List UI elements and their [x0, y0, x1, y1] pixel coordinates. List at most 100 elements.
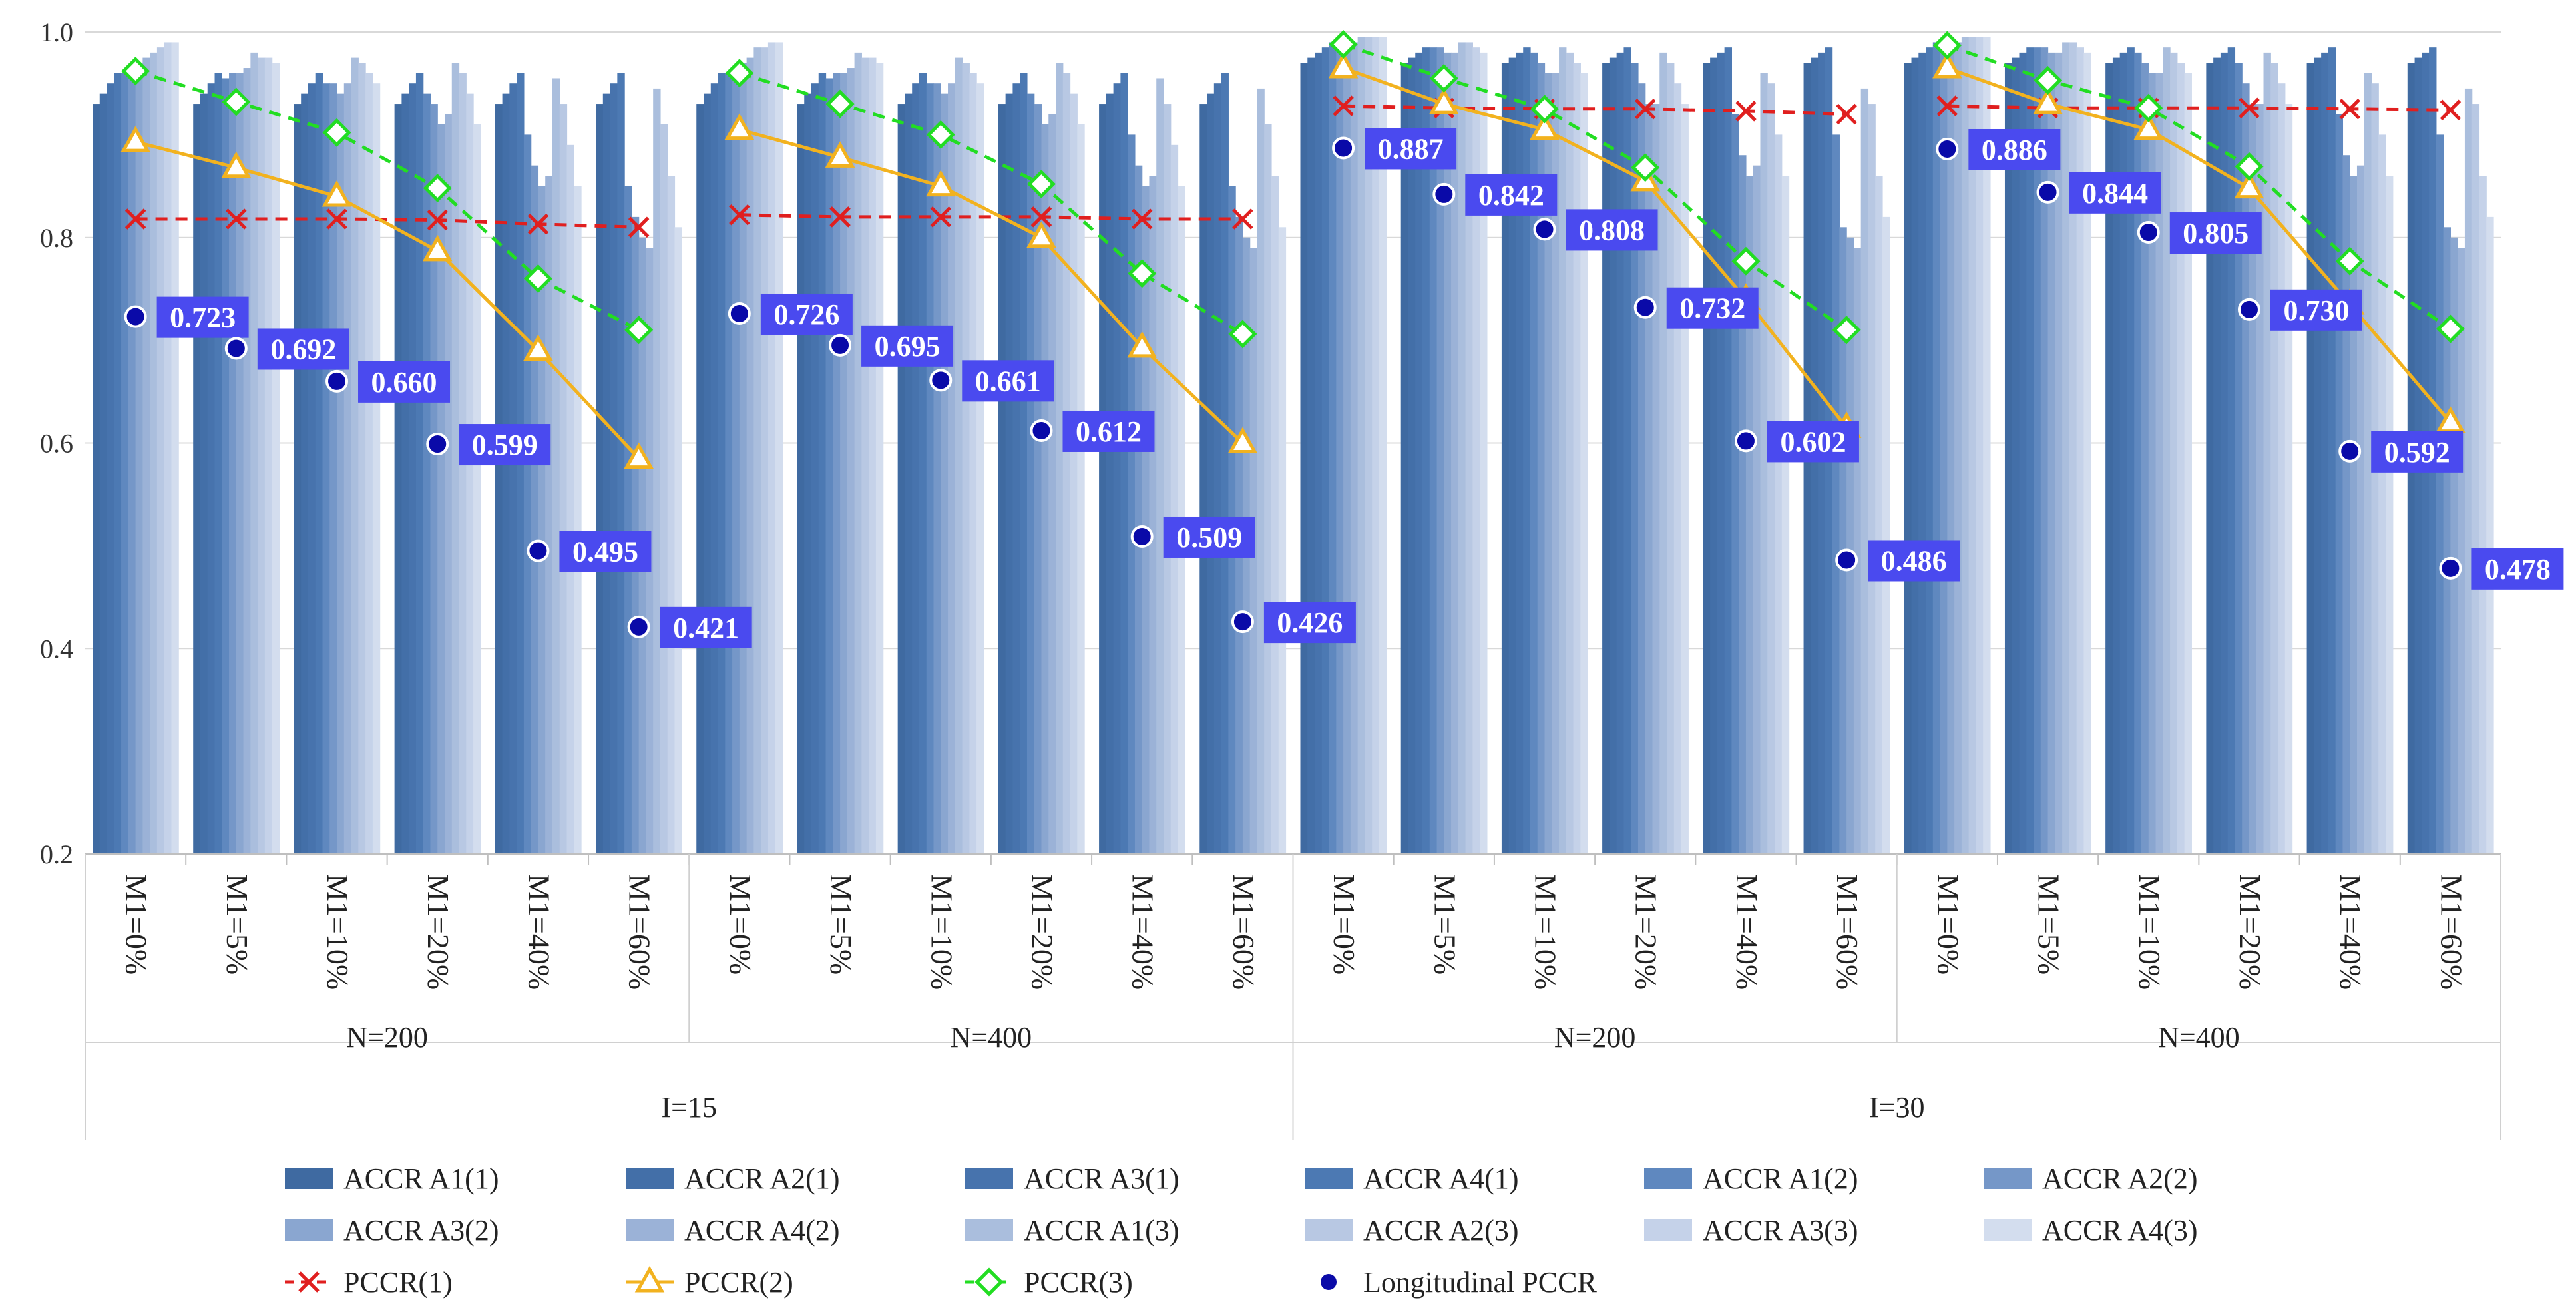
marker-PCCR(3): [1128, 259, 1157, 288]
bar-ACCR A2(1): [704, 93, 712, 854]
marker-PCCR(2): [2436, 406, 2466, 433]
marker-PCCR(3): [825, 89, 855, 118]
marker-PCCR(1)-stroke: [1333, 95, 1354, 116]
line-layer: [120, 29, 2466, 469]
axis-layer: 0.2 0.4 0.6 0.8 1.0 M1=0% M1=5% M1=10% M1=20% M1=…: [40, 17, 2501, 1140]
bar-ACCR A3(1): [2220, 52, 2229, 854]
marker-PCCR(3): [2134, 93, 2163, 122]
bar-ACCR A2(1): [200, 93, 208, 854]
bar-ACCR A4(1): [214, 73, 222, 854]
data-label: 0.612: [1076, 415, 1142, 448]
marker-PCCR(2): [422, 234, 453, 262]
longitudinal-point: [527, 539, 550, 562]
bar-ACCR A1(2): [523, 134, 532, 854]
category-label: M1=5%: [220, 874, 254, 975]
bar-ACCR A4(1): [818, 73, 827, 854]
bar-ACCR A2(3): [358, 63, 366, 854]
marker-PCCR(2): [1530, 113, 1560, 140]
bar-ACCR A1(3): [1961, 37, 1970, 854]
data-label: 0.421: [673, 612, 739, 644]
category-label: M1=60%: [623, 874, 657, 990]
data-label-box: [1263, 602, 1356, 644]
series-line-PCCR(1): [1343, 104, 1847, 116]
bar-ACCR A2(3): [1868, 104, 1876, 854]
bar-ACCR A1(3): [2364, 73, 2372, 854]
bar-ACCR A2(2): [229, 73, 237, 854]
bar-ACCR A1(3): [2464, 88, 2473, 854]
bar-ACCR A2(2): [329, 83, 337, 854]
series-line-PCCR(3): [1343, 43, 1848, 331]
longitudinal-point: [2338, 439, 2362, 463]
bar-ACCR A2(2): [1336, 42, 1344, 854]
marker-PCCR(1): [1735, 101, 1757, 122]
category-label: M1=20%: [1629, 874, 1663, 990]
data-label: 0.486: [1881, 545, 1947, 577]
bar-ACCR A4(2): [2256, 104, 2264, 854]
bar-ACCR A1(1): [1501, 63, 1510, 854]
legend-label: ACCR A2(2): [2042, 1162, 2197, 1195]
longitudinal-point: [1633, 296, 1657, 319]
bar-ACCR A3(2): [1343, 42, 1351, 854]
bar-ACCR A4(3): [2083, 52, 2091, 854]
longitudinal-point: [124, 305, 147, 328]
bar-ACCR A1(3): [854, 52, 862, 854]
bar-ACCR A2(3): [1062, 73, 1071, 854]
bar-ACCR A4(2): [746, 57, 754, 854]
bar-ACCR A3(1): [1012, 83, 1020, 854]
bar-ACCR A2(1): [905, 93, 913, 854]
bar-ACCR A3(2): [739, 63, 748, 854]
y-tick-label: 1.0: [40, 17, 73, 47]
bar-ACCR A2(2): [531, 165, 539, 854]
bar-ACCR A2(1): [1609, 57, 1617, 854]
marker-PCCR(1): [729, 204, 750, 226]
marker-PCCR(1): [527, 213, 549, 235]
marker-PCCR(2): [825, 141, 855, 168]
data-label: 0.887: [1378, 132, 1444, 165]
y-tick-label: 0.4: [40, 634, 73, 664]
bar-ACCR A1(3): [1659, 52, 1667, 854]
bar-ACCR A2(2): [1034, 104, 1042, 854]
legend-swatch-ACCR A1(3): [965, 1219, 1013, 1241]
marker-PCCR(2): [1227, 427, 1258, 453]
marker-PCCR(1): [1333, 95, 1354, 116]
marker-PCCR(2): [2133, 113, 2164, 140]
bar-ACCR A3(3): [365, 73, 373, 854]
legend-swatch-ACCR A2(3): [1305, 1219, 1353, 1241]
data-label: 0.660: [371, 366, 437, 399]
bar-ACCR A3(1): [2019, 52, 2027, 854]
bar-ACCR A3(1): [308, 83, 316, 854]
bar-ACCR A4(3): [875, 63, 884, 854]
bar-ACCR A4(1): [1221, 73, 1229, 854]
bar-ACCR A4(3): [2386, 176, 2394, 854]
marker-PCCR(2): [724, 113, 755, 140]
bar-ACCR A2(3): [1365, 37, 1373, 854]
marker-PCCR(3): [222, 87, 251, 116]
data-label-box: [1062, 410, 1155, 452]
data-label-box: [358, 361, 451, 403]
marker-PCCR(1)-stroke: [1836, 103, 1857, 125]
bar-ACCR A2(2): [2443, 227, 2451, 854]
legend-label: ACCR A2(3): [1363, 1214, 1518, 1247]
marker-PCCR(1): [1232, 208, 1253, 230]
bar-ACCR A1(1): [1300, 63, 1308, 854]
marker-PCCR(3): [2235, 152, 2264, 181]
marker-PCCR(3): [2335, 246, 2364, 276]
marker-PCCR(1)-stroke: [930, 206, 952, 228]
bar-ACCR A1(2): [322, 83, 330, 854]
bar-ACCR A2(1): [301, 93, 309, 854]
category-label: M1=10%: [925, 874, 959, 990]
legend-marker-PCCR(1): [298, 1271, 320, 1293]
bar-ACCR A4(2): [2155, 73, 2163, 854]
marker-PCCR(3): [926, 120, 955, 149]
bar-ACCR A4(1): [1523, 47, 1531, 854]
bar-ACCR A2(1): [2314, 57, 2322, 854]
category-label: M1=5%: [2032, 874, 2066, 975]
bar-ACCR A1(1): [2105, 63, 2113, 854]
bar-ACCR A1(1): [1904, 63, 1912, 854]
series-line-PCCR(1): [739, 213, 1243, 221]
bar-ACCR A2(2): [833, 73, 841, 854]
legend-swatch-ACCR A3(3): [1644, 1219, 1692, 1241]
bar-ACCR A3(2): [941, 93, 949, 854]
bar-ACCR A4(2): [948, 83, 956, 854]
marker-PCCR(3): [121, 57, 150, 86]
